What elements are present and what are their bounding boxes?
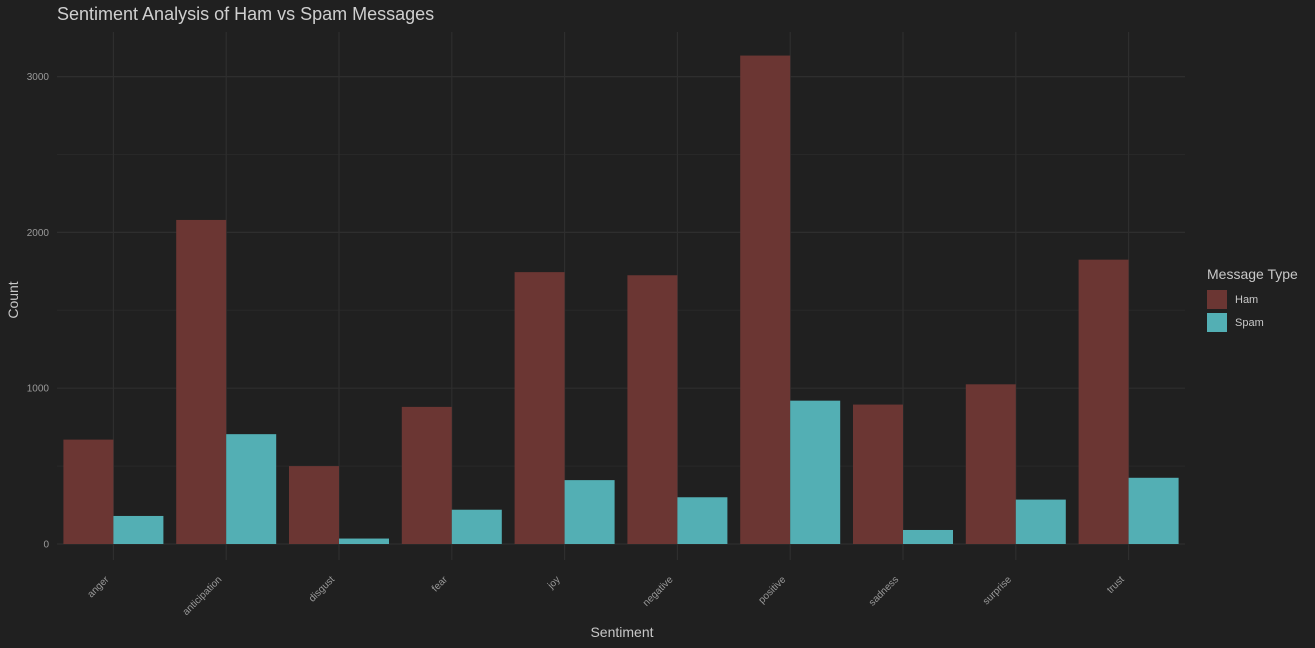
bar-spam-anger bbox=[113, 515, 164, 544]
legend-item-spam: Spam bbox=[1207, 311, 1298, 334]
legend-swatch-ham bbox=[1207, 290, 1227, 309]
legend-title: Message Type bbox=[1207, 266, 1298, 282]
bar-spam-trust bbox=[1128, 477, 1179, 544]
bar-ham-negative bbox=[627, 275, 678, 544]
legend: Message Type Ham Spam bbox=[1207, 266, 1298, 334]
bar-ham-disgust bbox=[289, 466, 339, 544]
x-tick-label: negative bbox=[641, 574, 676, 609]
bar-ham-sadness bbox=[853, 404, 903, 544]
bar-spam-positive bbox=[790, 400, 841, 544]
x-axis-label: Sentiment bbox=[590, 624, 653, 640]
y-axis-ticks: 0 1000 2000 3000 bbox=[27, 72, 50, 550]
x-tick-label: sadness bbox=[867, 574, 901, 608]
bar-spam-disgust bbox=[339, 538, 389, 544]
bar-ham-surprise bbox=[965, 384, 1016, 544]
y-tick-label: 2000 bbox=[27, 228, 50, 239]
y-tick-label: 0 bbox=[43, 540, 49, 551]
legend-swatch-spam bbox=[1207, 313, 1227, 332]
bar-spam-anticipation bbox=[226, 434, 277, 544]
bar-ham-positive bbox=[740, 55, 791, 544]
bar-ham-anticipation bbox=[176, 219, 227, 544]
y-tick-label: 3000 bbox=[27, 72, 50, 83]
x-tick-label: disgust bbox=[307, 574, 337, 604]
bar-ham-trust bbox=[1078, 259, 1129, 544]
x-tick-label: anticipation bbox=[181, 574, 225, 618]
bar-ham-fear bbox=[401, 406, 452, 544]
x-tick-label: joy bbox=[545, 574, 563, 592]
bar-spam-sadness bbox=[903, 529, 953, 544]
legend-label-spam: Spam bbox=[1235, 316, 1264, 329]
bar-ham-joy bbox=[514, 272, 565, 544]
x-axis-ticks: anger anticipation disgust fear joy negative p… bbox=[86, 574, 1127, 618]
bar-ham-anger bbox=[63, 439, 114, 544]
x-tick-label: fear bbox=[430, 574, 450, 594]
x-tick-label: surprise bbox=[981, 574, 1014, 607]
x-tick-label: anger bbox=[86, 574, 112, 600]
bar-spam-joy bbox=[564, 480, 615, 544]
bar-spam-surprise bbox=[1015, 499, 1066, 544]
bar-spam-negative bbox=[677, 497, 728, 544]
bar-spam-fear bbox=[451, 509, 502, 544]
chart-title: Sentiment Analysis of Ham vs Spam Messag… bbox=[57, 4, 435, 24]
bars bbox=[63, 55, 1179, 544]
legend-label-ham: Ham bbox=[1235, 293, 1259, 306]
y-tick-label: 1000 bbox=[27, 384, 50, 395]
legend-item-ham: Ham bbox=[1207, 288, 1298, 311]
x-tick-label: positive bbox=[757, 574, 789, 606]
y-axis-label: Count bbox=[5, 281, 21, 318]
x-tick-label: trust bbox=[1105, 574, 1127, 596]
